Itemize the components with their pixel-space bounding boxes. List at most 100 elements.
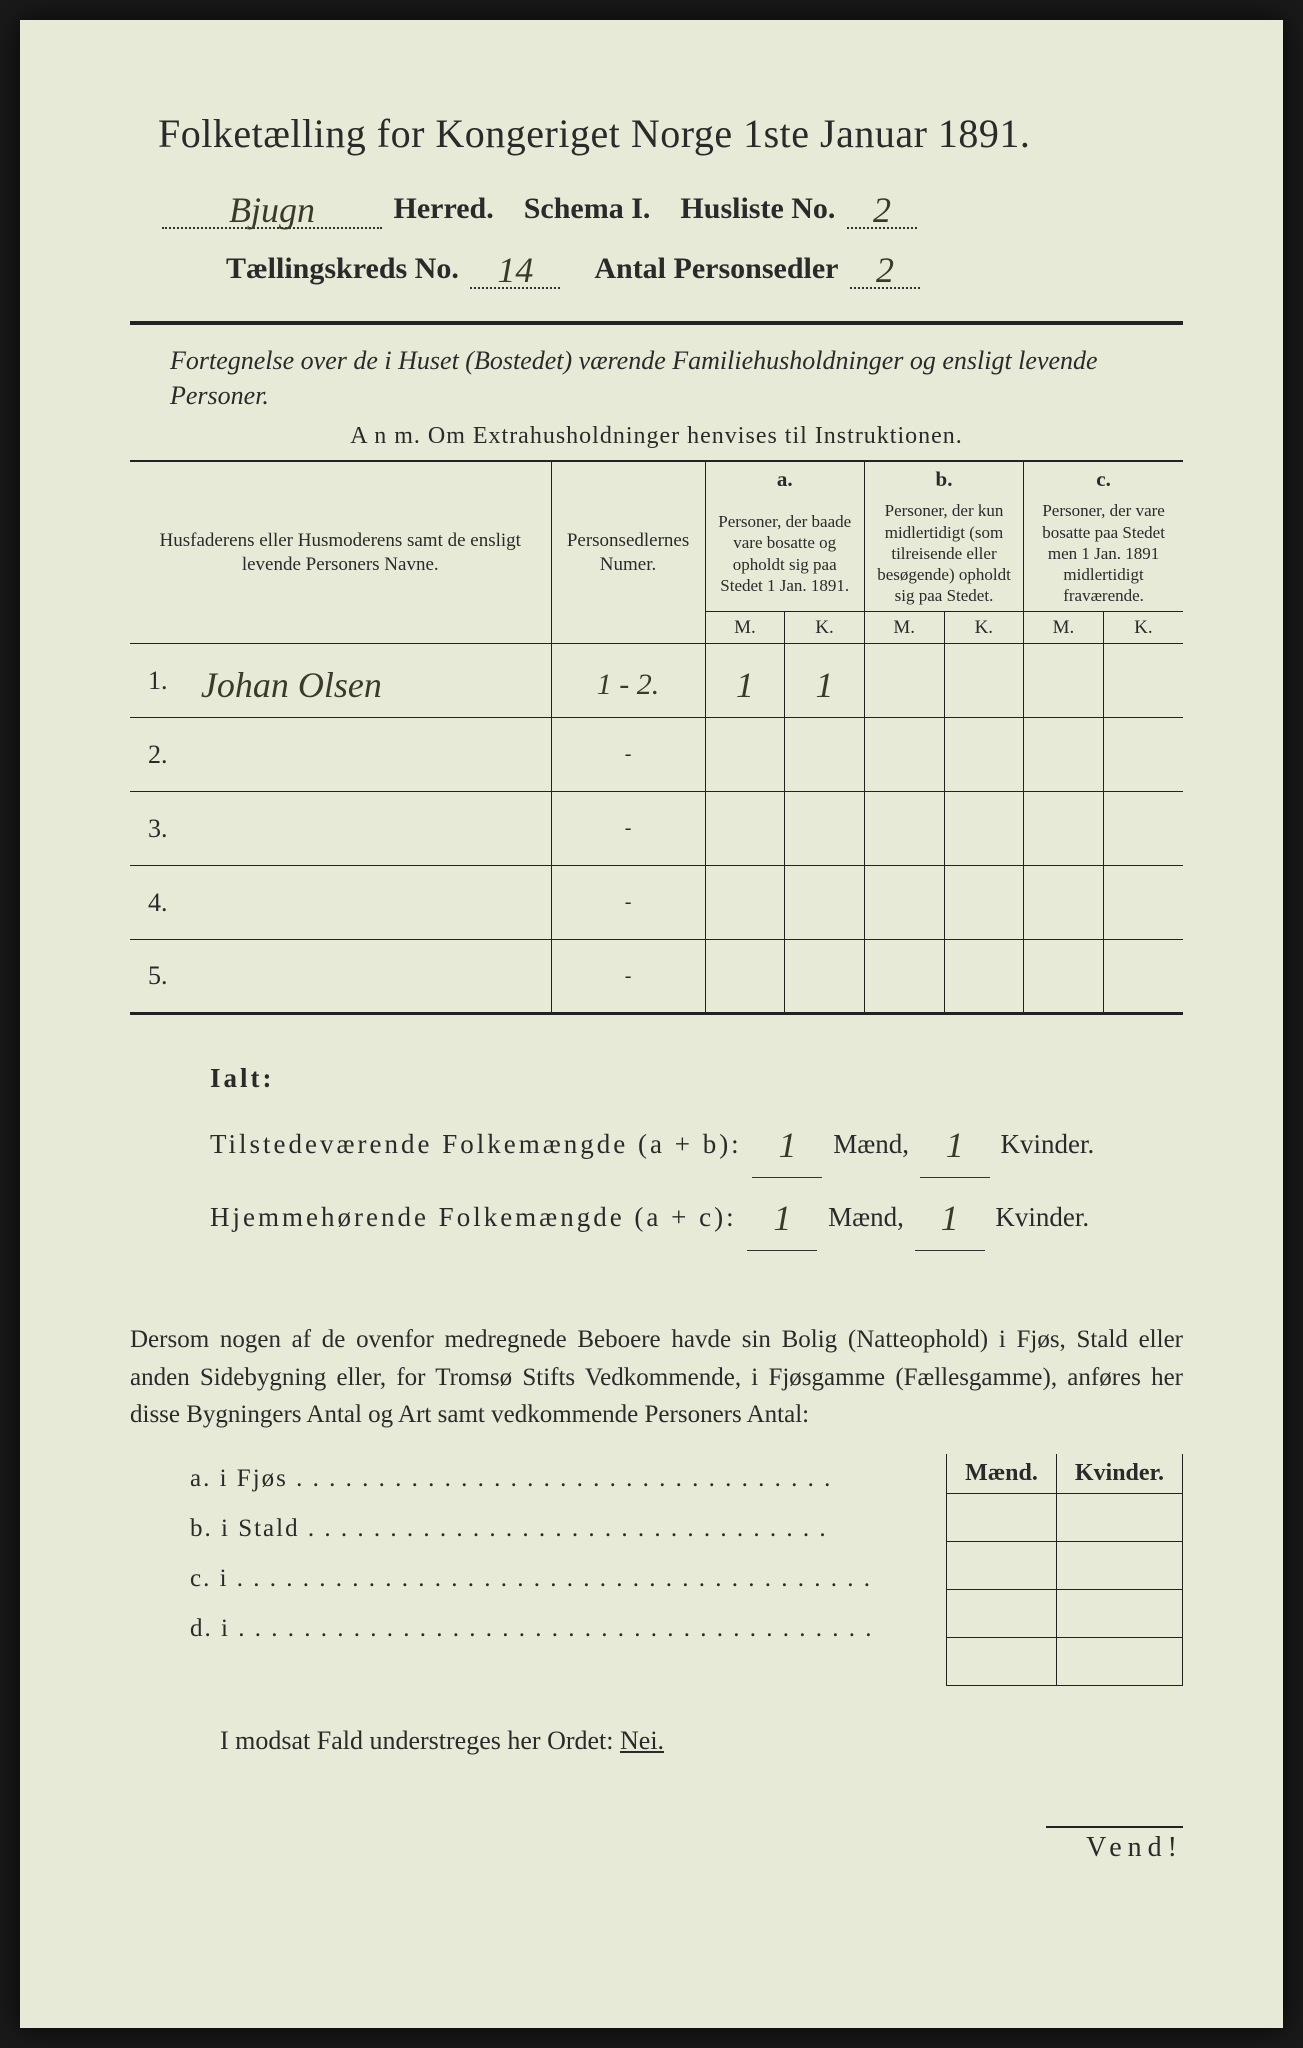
row-ck [1103,644,1183,718]
divider [130,321,1183,325]
table-row: 4.- [130,866,1183,940]
row-name [187,940,551,1014]
nei-line: I modsat Fald understreges her Ordet: Ne… [220,1726,1183,1756]
page-title: Folketælling for Kongeriget Norge 1ste J… [158,110,1183,157]
building-row: d. i . . . . . . . . . . . . . . . . . .… [190,1604,946,1654]
mk-cell [947,1541,1057,1589]
building-paragraph: Dersom nogen af de ovenfor medregnede Be… [130,1321,1183,1434]
maend-label: Mænd, [833,1129,909,1159]
row-num: 1. [130,644,187,718]
hjemme-m: 1 [773,1198,791,1238]
row-ck [1103,866,1183,940]
row-cm [1024,940,1104,1014]
mk-cell [1056,1493,1182,1541]
schema-label: Schema I. [524,192,651,225]
husliste-label: Husliste No. [680,192,835,225]
row-ak [785,718,865,792]
table-row: 1.Johan Olsen1 - 2.11 [130,644,1183,718]
hjemme-label: Hjemmehørende Folkemængde (a + c): [210,1202,737,1232]
row-psn: 1 - 2. [551,644,705,718]
row-bm [864,792,944,866]
table-row: 5. - [130,940,1183,1014]
building-row: a. i Fjøs . . . . . . . . . . . . . . . … [190,1454,946,1504]
mk-maend: Mænd. [947,1454,1057,1494]
row-name [187,866,551,940]
mk-cell [1056,1637,1182,1685]
row-bm [864,940,944,1014]
row-num: 3. [130,792,187,866]
nei-word: Nei. [620,1726,664,1755]
antal-no: 2 [876,250,894,290]
antal-label: Antal Personsedler [594,252,838,285]
row-ak [785,866,865,940]
row-ck [1103,718,1183,792]
header-line-2: Bjugn Herred. Schema I. Husliste No. 2 [158,185,1183,229]
col-b-k: K. [944,611,1024,644]
col-a-m: M. [705,611,785,644]
row-bk [944,718,1024,792]
tilstede-m: 1 [778,1125,796,1165]
husliste-no: 2 [873,190,891,230]
row-bk [944,940,1024,1014]
row-ck [1103,792,1183,866]
header-line-3: Tællingskreds No. 14 Antal Personsedler … [226,245,1183,289]
col-b-label: b. [864,462,1023,496]
nei-text: I modsat Fald understreges her Ordet: [220,1726,614,1755]
row-bm [864,718,944,792]
row-bk [944,792,1024,866]
row-bm [864,644,944,718]
row-am [705,940,785,1014]
mk-kvinder: Kvinder. [1056,1454,1182,1494]
totals-block: Ialt: Tilstedeværende Folkemængde (a + b… [210,1051,1183,1251]
table-row: 2. - [130,718,1183,792]
row-am: 1 [705,644,785,718]
col-b-m: M. [864,611,944,644]
row-name [187,792,551,866]
tkreds-no: 14 [497,250,533,290]
row-bk [944,866,1024,940]
col-c-text: Personer, der vare bosatte paa Stedet me… [1024,496,1183,611]
row-am [705,866,785,940]
col-a-label: a. [705,462,864,496]
row-psn: - [551,718,705,792]
ialt-label: Ialt: [210,1051,1183,1105]
col-c-k: K. [1103,611,1183,644]
col-b-text: Personer, der kun midlertidigt (som tilr… [864,496,1023,611]
kvinder-label: Kvinder. [1000,1129,1094,1159]
row-psn: - [551,940,705,1014]
row-cm [1024,644,1104,718]
row-num: 5. [130,940,187,1014]
herred-label: Herred. [394,192,494,225]
kvinder-label-2: Kvinder. [995,1202,1089,1232]
subtitle: Fortegnelse over de i Huset (Bostedet) v… [170,343,1183,413]
row-name [187,718,551,792]
building-rows: a. i Fjøs . . . . . . . . . . . . . . . … [130,1454,946,1654]
vend-label: Vend! [1046,1826,1183,1864]
mk-cell [947,1493,1057,1541]
row-am [705,792,785,866]
mk-cell [1056,1541,1182,1589]
row-cm [1024,718,1104,792]
row-num: 2. [130,718,187,792]
anm-note: A n m. Om Extrahusholdninger henvises ti… [130,423,1183,450]
table-row: 3. - [130,792,1183,866]
col-a-text: Personer, der baade vare bosatte og opho… [705,496,864,611]
row-psn: - [551,792,705,866]
row-cm [1024,866,1104,940]
row-ak [785,792,865,866]
col-psn: Personsedlernes Numer. [551,462,705,644]
building-table-wrap: a. i Fjøs . . . . . . . . . . . . . . . … [130,1454,1183,1686]
census-form-page: Folketælling for Kongeriget Norge 1ste J… [20,20,1283,2028]
mk-table: Mænd. Kvinder. [946,1454,1183,1686]
col-name: Husfaderens eller Husmoderens samt de en… [130,462,551,644]
row-ak [785,940,865,1014]
tilstede-k: 1 [946,1125,964,1165]
tkreds-label: Tællingskreds No. [226,252,459,285]
row-name: Johan Olsen [187,644,551,718]
building-row: b. i Stald . . . . . . . . . . . . . . .… [190,1504,946,1554]
maend-label-2: Mænd, [828,1202,904,1232]
row-bm [864,866,944,940]
row-ak: 1 [785,644,865,718]
row-ck [1103,940,1183,1014]
col-a-k: K. [785,611,865,644]
